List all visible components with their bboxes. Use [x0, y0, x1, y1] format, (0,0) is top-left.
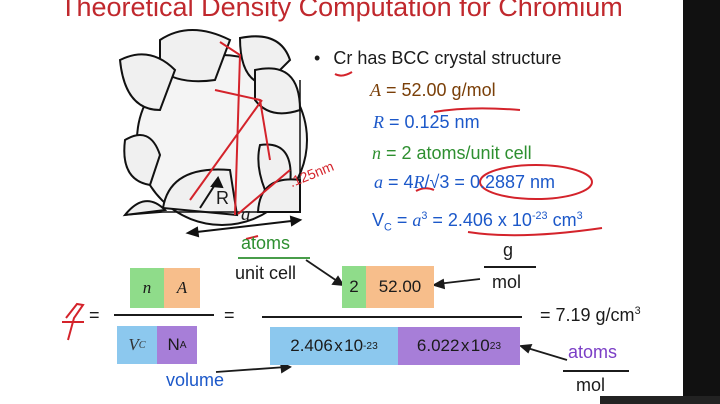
mol-label: mol	[492, 272, 522, 292]
radius-label: R	[216, 188, 229, 208]
numerator-n-box: 2	[342, 266, 366, 308]
n-box: n	[130, 268, 164, 308]
fraction-bar-2	[262, 316, 522, 318]
g-per-mol-bar	[484, 266, 536, 268]
atoms-label: atoms	[241, 233, 291, 253]
bullet-element: Cr	[333, 48, 353, 68]
g-label: g	[503, 240, 514, 260]
bullet-crystal-structure: • Cr has BCC crystal structure	[314, 48, 561, 69]
unit-cell-label: unit cell	[235, 263, 297, 283]
equals-sign-2: =	[224, 305, 235, 325]
fraction-bar-1	[114, 314, 214, 316]
denominator-vc-box: 2.406 x 10 -23	[270, 327, 398, 365]
equals-sign-1: =	[89, 305, 100, 325]
lattice-parameter-label: a	[241, 204, 251, 225]
atoms-per-cell-line: n = 2 atoms/unit cell	[372, 143, 532, 163]
atoms-per-mol-bar	[563, 370, 629, 372]
lattice-parameter-value: 0.2887 nm	[469, 172, 555, 192]
atomic-radius-line: R = 0.125 nm	[373, 112, 480, 132]
atoms-per-mol-label: atoms	[568, 342, 618, 362]
unit-cell-volume-value: 2.406 x 10	[447, 210, 532, 230]
window-edge	[683, 0, 720, 404]
unit-cell-volume-line: VC = a3 = 2.406 x 10-23 cm3	[372, 210, 583, 234]
A-box: A	[164, 268, 200, 308]
volume-label: volume	[166, 370, 225, 390]
bottom-edge	[600, 396, 720, 404]
bullet-symbol: •	[314, 48, 321, 68]
lattice-parameter-line: a = 4R/√3 = 0.2887 nm	[374, 172, 555, 192]
denominator-na-box: 6.022 x 10 23	[398, 327, 520, 365]
density-result: = 7.19 g/cm3	[540, 305, 641, 325]
bullet-text: has BCC crystal structure	[352, 48, 562, 68]
atomic-weight-line: A = 52.00 g/mol	[370, 80, 496, 100]
slide-title: Theoretical Density Computation for Chro…	[60, 0, 623, 22]
mol-label-2: mol	[576, 375, 606, 395]
atomic-weight-value: 52.00 g/mol	[401, 80, 496, 100]
numerator-A-box: 52.00	[366, 266, 434, 308]
